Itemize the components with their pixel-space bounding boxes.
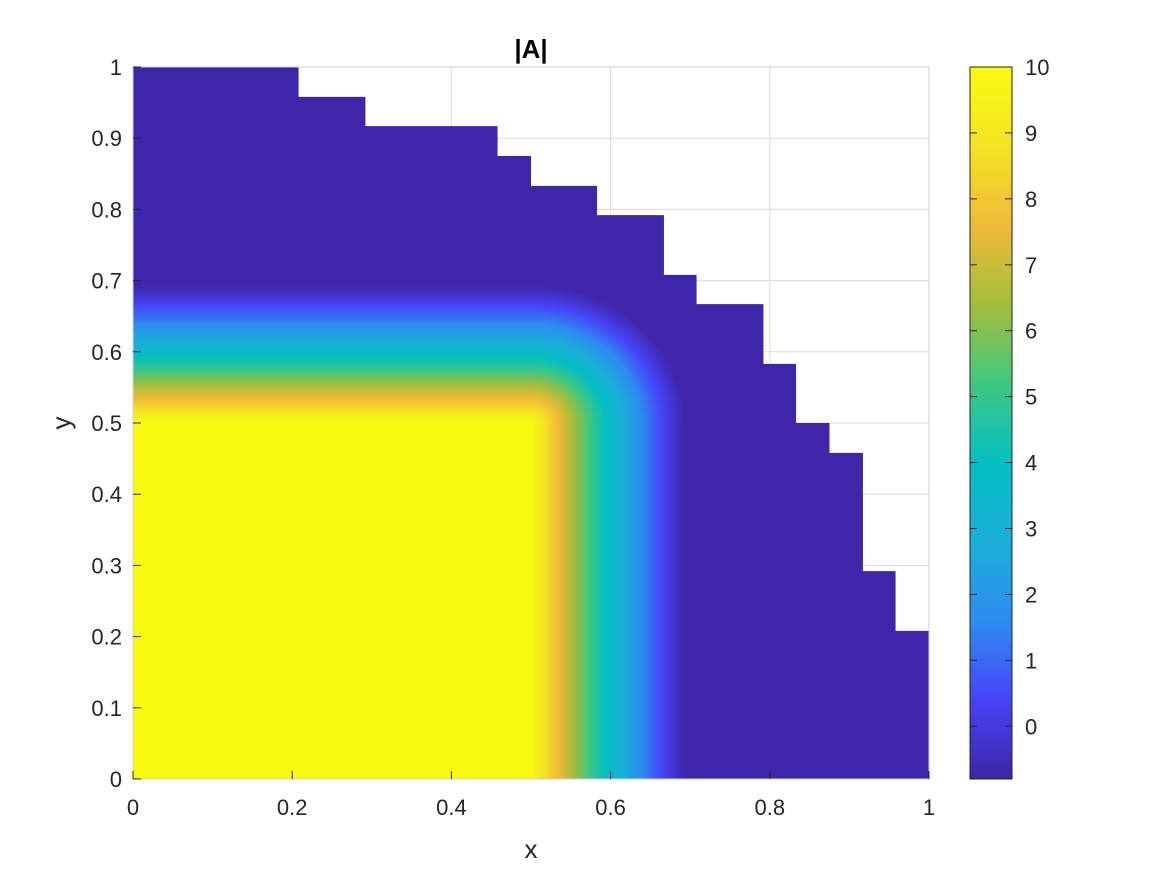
x-tick-label: 0.2 — [277, 795, 308, 820]
colorbar-tick-label: 4 — [1025, 451, 1037, 476]
x-tick-label: 0 — [127, 795, 139, 820]
colorbar-tick-label: 8 — [1025, 187, 1037, 212]
x-axis-label: x — [525, 834, 538, 864]
colorbar-tick-label: 9 — [1025, 121, 1037, 146]
y-tick-label: 0.4 — [91, 482, 122, 507]
x-tick-label: 0.6 — [595, 795, 626, 820]
colorbar-tick-label: 6 — [1025, 319, 1037, 344]
colorbar-tick-label: 2 — [1025, 582, 1037, 607]
y-tick-label: 0.9 — [91, 126, 122, 151]
y-tick-label: 1 — [110, 55, 122, 80]
colorbar-tick-label: 3 — [1025, 516, 1037, 541]
plot-axes: 0 0.2 0.4 0.6 0.8 1 0 0.1 0.2 0.3 0.4 0.5 0.6 0.7 0.8 0… — [91, 55, 935, 820]
y-tick-label: 0.5 — [91, 411, 122, 436]
y-tick-label: 0.8 — [91, 197, 122, 222]
y-axis-label: y — [46, 417, 76, 430]
colorbar-tick-label: 7 — [1025, 253, 1037, 278]
y-tick-label: 0 — [110, 767, 122, 792]
chart-title: |A| — [514, 34, 547, 64]
y-tick-label: 0.6 — [91, 340, 122, 365]
colorbar-tick-label: 1 — [1025, 648, 1037, 673]
x-tick-label: 1 — [923, 795, 935, 820]
y-tick-label: 0.1 — [91, 696, 122, 721]
y-tick-label: 0.3 — [91, 553, 122, 578]
y-tick-label: 0.7 — [91, 269, 122, 294]
colorbar-tick-label: 5 — [1025, 385, 1037, 410]
colorbar-tick-label: 0 — [1025, 714, 1037, 739]
y-tick-label: 0.2 — [91, 625, 122, 650]
x-tick-label: 0.8 — [755, 795, 786, 820]
colorbar — [969, 66, 1013, 780]
colorbar-tick-label: 10 — [1025, 55, 1049, 80]
colorbar-ticks: 0 1 2 3 4 5 6 7 8 9 10 — [970, 55, 1049, 739]
x-tick-label: 0.4 — [436, 795, 467, 820]
